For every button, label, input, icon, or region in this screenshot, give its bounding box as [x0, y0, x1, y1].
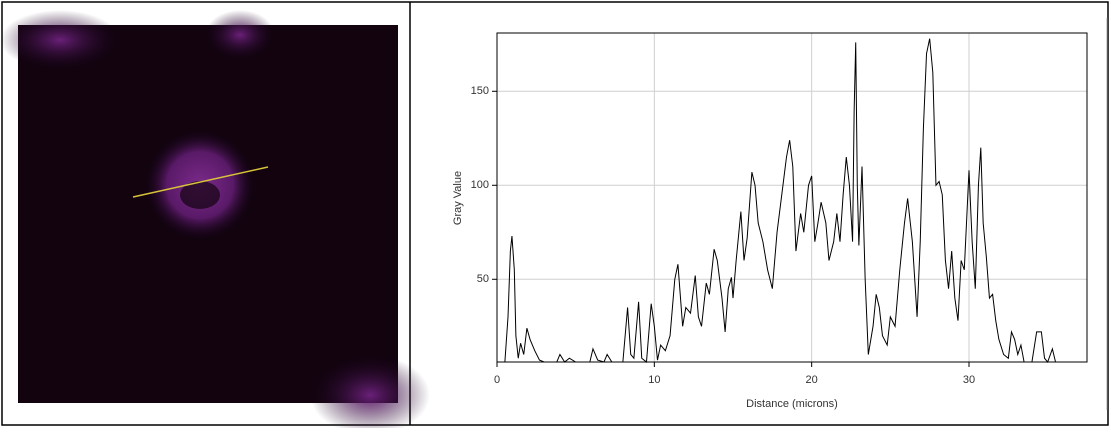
- frame: [1, 1, 1109, 426]
- profile-line: [497, 38, 1086, 363]
- plot: Distance (microns) Gray Value: [452, 171, 838, 410]
- plot-area: [497, 33, 1087, 362]
- micrograph: [0, 10, 430, 433]
- x-tick-label: 30: [963, 374, 975, 386]
- plot-border: [496, 32, 1088, 363]
- x-tick-label: 20: [806, 374, 818, 386]
- x-axis-label: Distance (microns): [746, 398, 838, 410]
- y-tick-label: 150: [471, 85, 489, 97]
- y-tick-label: 50: [477, 273, 489, 285]
- y-tick-label: 100: [471, 179, 489, 191]
- x-tick-label: 10: [648, 374, 660, 386]
- x-tick-label: 0: [494, 374, 500, 386]
- y-axis-label: Gray Value: [452, 171, 464, 225]
